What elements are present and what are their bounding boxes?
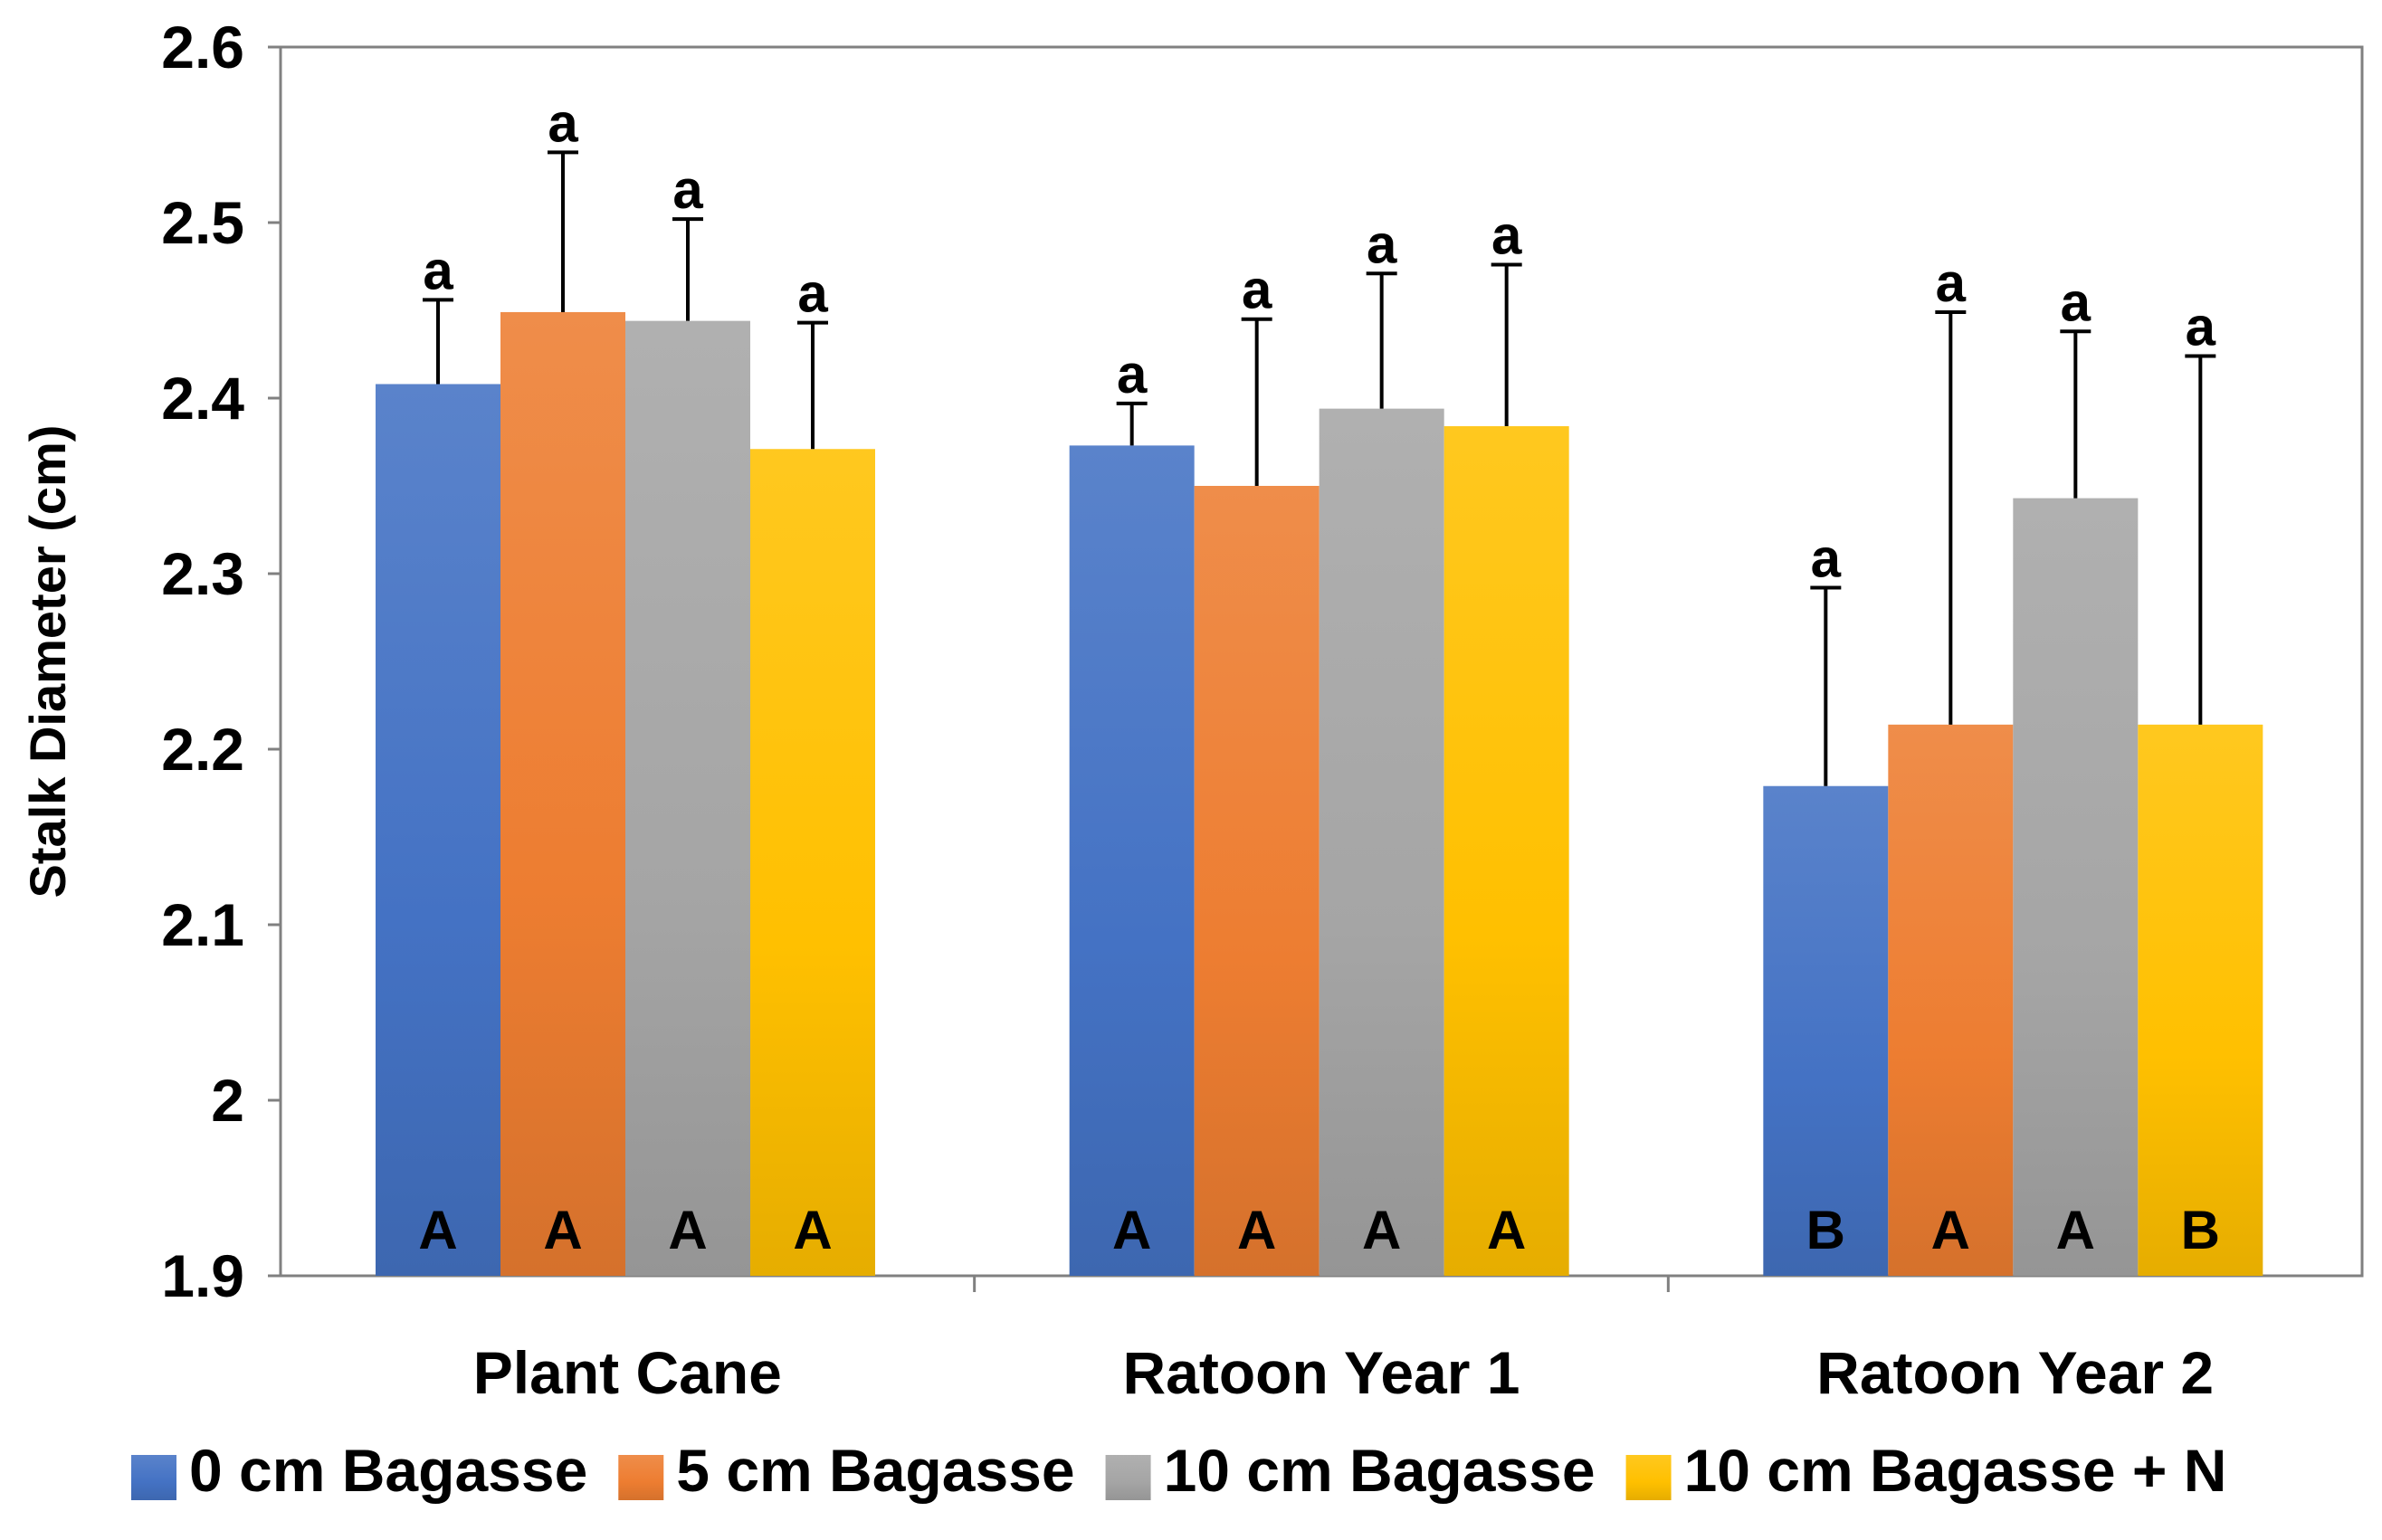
significance-letter-lower: a [797,263,828,324]
significance-letter-upper: B [1806,1200,1845,1260]
significance-letter-lower: a [1242,260,1272,320]
bar [750,449,875,1276]
y-tick-label: 1.9 [161,1242,244,1309]
y-axis-title: Stalk Diameter (cm) [19,425,76,898]
significance-letter-upper: A [793,1200,832,1260]
bar [1194,486,1320,1276]
bar [1319,408,1444,1276]
bar [376,384,500,1277]
significance-letter-lower: a [548,92,578,153]
significance-letter-upper: A [2056,1200,2095,1260]
significance-letter-upper: A [543,1200,582,1260]
y-tick-label: 2.5 [161,189,244,256]
bar [625,320,750,1276]
legend-label: 0 cm Bagasse [189,1437,587,1504]
legend-item: 10 cm Bagasse + N [1625,1437,2227,1504]
x-category-label: Ratoon Year 1 [1123,1339,1520,1406]
bar [2138,724,2263,1276]
significance-letter-lower: a [1811,528,1842,589]
significance-letter-upper: A [418,1200,457,1260]
legend-swatch [618,1455,664,1500]
bar [2013,498,2139,1276]
legend-label: 10 cm Bagasse [1164,1437,1596,1504]
bar [500,311,625,1277]
significance-letter-upper: A [1237,1200,1276,1260]
y-tick-label: 2.6 [161,14,244,81]
y-tick-label: 2.2 [161,716,244,783]
significance-letter-upper: A [1931,1200,1970,1260]
bar [1888,724,2014,1276]
significance-letter-upper: B [2181,1200,2220,1260]
significance-letter-lower: a [423,240,453,300]
x-category-label: Ratoon Year 2 [1816,1339,2214,1406]
y-tick-label: 2 [211,1067,244,1134]
legend-swatch [1105,1455,1151,1500]
legend-item: 0 cm Bagasse [131,1437,587,1504]
significance-letter-lower: a [1936,252,1967,313]
legend-label: 5 cm Bagasse [676,1437,1074,1504]
legend-item: 5 cm Bagasse [618,1437,1075,1504]
significance-letter-upper: A [1487,1200,1526,1260]
x-category-label: Plant Cane [473,1339,782,1406]
y-tick-label: 2.4 [161,365,244,432]
significance-letter-lower: a [2186,296,2216,356]
bar [1069,445,1195,1276]
significance-letter-lower: a [672,159,703,220]
significance-letter-upper: A [1362,1200,1401,1260]
legend-item: 10 cm Bagasse [1105,1437,1596,1504]
significance-letter-lower: a [1491,205,1522,266]
significance-letter-upper: A [1112,1200,1151,1260]
significance-letter-lower: a [1117,344,1148,404]
significance-letter-lower: a [1367,214,1397,274]
significance-letter-upper: A [668,1200,707,1260]
y-tick-label: 2.3 [161,540,244,607]
legend-swatch [1625,1455,1672,1500]
bar [1763,785,1889,1276]
legend-label: 10 cm Bagasse + N [1684,1437,2227,1504]
y-tick-label: 2.1 [161,891,244,958]
significance-letter-lower: a [2061,271,2091,332]
legend-swatch [131,1455,176,1500]
bar [1443,426,1569,1276]
